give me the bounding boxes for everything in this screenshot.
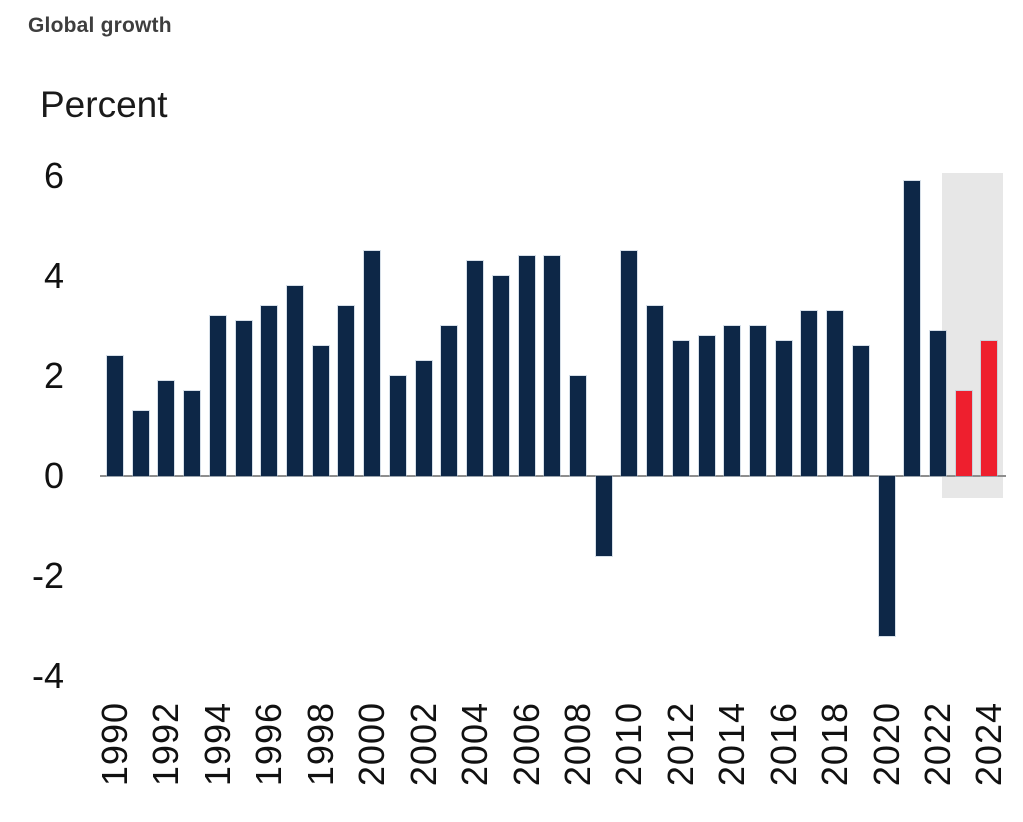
bar-1999: [338, 306, 354, 476]
chart-title: Global growth: [28, 14, 172, 37]
bar-2016: [776, 341, 792, 476]
bar-1995: [236, 321, 252, 476]
bar-2003: [441, 326, 457, 476]
bar-2020: [879, 476, 895, 636]
bar-2011: [647, 306, 663, 476]
bar-2006: [519, 256, 535, 476]
y-axis-unit-label: Percent: [40, 84, 168, 125]
bar-2005: [493, 276, 509, 476]
bar-2021: [904, 181, 920, 476]
x-tick-label-2010: 2010: [608, 702, 650, 787]
bar-1996: [261, 306, 277, 476]
y-tick-label--2: -2: [31, 555, 64, 596]
bar-2009: [596, 476, 612, 556]
bar-2017: [801, 311, 817, 476]
x-tick-label-2022: 2022: [917, 702, 959, 787]
x-tick-label-2002: 2002: [402, 702, 444, 787]
y-tick-label-6: 6: [43, 155, 64, 196]
bar-2002: [416, 361, 432, 476]
bar-2013: [699, 336, 715, 476]
bar-2008: [570, 376, 586, 476]
y-tick-label-0: 0: [43, 455, 64, 496]
x-tick-label-2008: 2008: [556, 702, 598, 787]
x-tick-label-2024: 2024: [968, 702, 1010, 787]
x-tick-label-2018: 2018: [814, 702, 856, 787]
bar-2004: [467, 261, 483, 476]
bar-1998: [313, 346, 329, 476]
x-tick-label-2006: 2006: [505, 702, 547, 787]
bar-1993: [184, 391, 200, 476]
zero-baseline: [100, 475, 1006, 477]
bar-1990: [107, 356, 123, 476]
bar-2019: [853, 346, 869, 476]
x-tick-label-1996: 1996: [248, 702, 290, 787]
bar-1997: [287, 286, 303, 476]
y-tick-label-2: 2: [43, 355, 64, 396]
bar-1994: [210, 316, 226, 476]
bar-2024: [981, 341, 997, 476]
x-tick-label-2004: 2004: [454, 702, 496, 787]
x-tick-label-1990: 1990: [94, 702, 135, 787]
x-tick-label-1994: 1994: [196, 702, 238, 787]
y-tick-label--4: -4: [31, 655, 64, 696]
bar-2001: [390, 376, 406, 476]
bar-2014: [724, 326, 740, 476]
x-tick-label-2016: 2016: [762, 702, 804, 787]
bar-2012: [673, 341, 689, 476]
bar-2010: [621, 251, 637, 476]
x-tick-label-2000: 2000: [351, 702, 393, 787]
bar-2000: [364, 251, 380, 476]
x-tick-label-2014: 2014: [711, 702, 753, 787]
bar-2007: [544, 256, 560, 476]
bar-2018: [827, 311, 843, 476]
bar-1991: [133, 411, 149, 476]
x-tick-label-2012: 2012: [659, 702, 701, 787]
x-tick-label-2020: 2020: [865, 702, 907, 787]
bar-2015: [750, 326, 766, 476]
x-tick-label-1992: 1992: [145, 702, 187, 787]
y-tick-label-4: 4: [43, 255, 64, 296]
bar-1992: [158, 381, 174, 476]
bar-2022: [930, 331, 946, 476]
bar-2023: [956, 391, 972, 476]
x-tick-label-1998: 1998: [299, 702, 341, 787]
